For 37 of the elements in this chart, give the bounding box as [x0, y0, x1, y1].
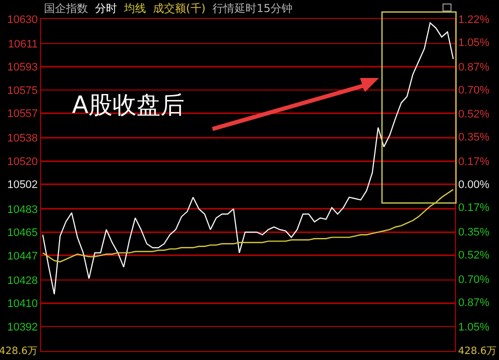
y-tick-label: 10502	[7, 179, 38, 192]
text: 行情延时15分钟	[212, 2, 293, 15]
text: 均线	[124, 2, 146, 15]
y2-tick-label: 0.17%	[458, 156, 490, 168]
y-tick-label: 10630	[7, 14, 38, 26]
y-tick-label: 10447	[7, 250, 38, 262]
y2-tick-label: 0.00%	[458, 179, 490, 192]
y2-tick-label: 0.87%	[458, 297, 490, 310]
y-tick-label: 10611	[8, 38, 38, 50]
y-tick-label: 10557	[7, 108, 38, 120]
y-tick-label: 10483	[7, 204, 38, 216]
y2-tick-label: 0.35%	[458, 132, 490, 144]
y-tick-label: 10428	[7, 274, 38, 287]
y2-tick-label: 0.35%	[458, 226, 490, 239]
y2-tick-label: 0.52%	[458, 250, 490, 262]
y2-tick-label: 1.05%	[458, 36, 490, 49]
y2-tick-label: 0.17%	[458, 202, 490, 214]
y-tick-label: 10575	[7, 84, 38, 97]
y2-tick-label: 1.22%	[458, 14, 490, 26]
y2-tick-label: 0.70%	[458, 84, 490, 96]
annotation: A股收盘后	[72, 91, 184, 119]
y2-tick-label: 1.05%	[458, 321, 490, 334]
y-tick-label: 10593	[7, 62, 38, 74]
y-tick-label: 10410	[7, 298, 38, 310]
y2-tick-label: 0.70%	[458, 274, 490, 286]
line-series	[42, 22, 454, 295]
y-tick-label: 10520	[7, 156, 38, 168]
y2-tick-label: 0.87%	[458, 61, 490, 74]
y-tick-label: 10392	[7, 321, 38, 334]
chart-title: 国企指数	[44, 2, 88, 15]
text: 成交额(千)	[153, 2, 206, 15]
y2-tick-label: 0.52%	[458, 108, 490, 121]
y-tick-label: 10538	[7, 132, 38, 145]
y-tick-label: 10465	[7, 227, 38, 239]
text: 分时	[95, 2, 117, 15]
line-series	[42, 188, 454, 262]
text: 428.6万	[458, 346, 497, 357]
